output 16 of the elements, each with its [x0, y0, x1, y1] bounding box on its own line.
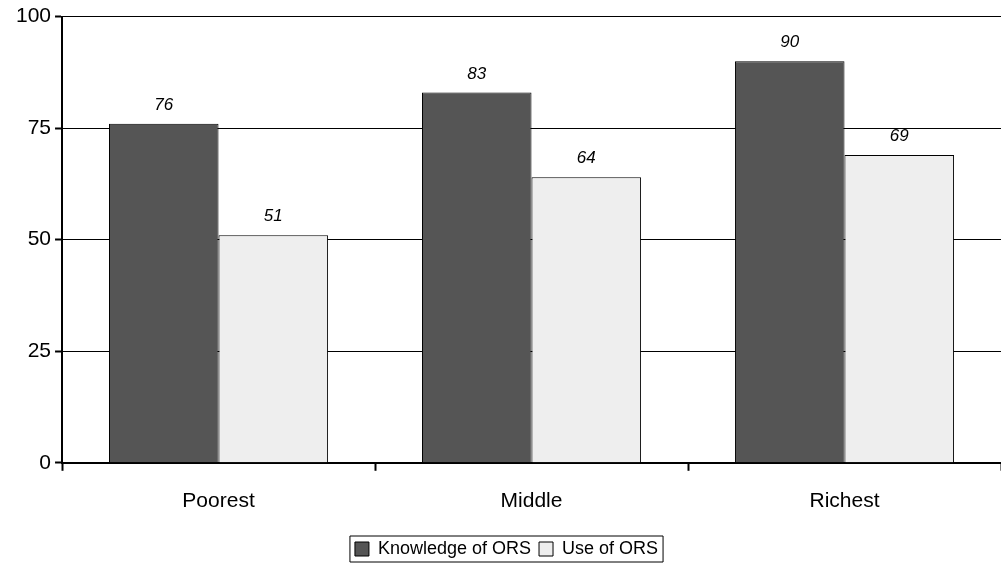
legend-label: Use of ORS [562, 537, 659, 558]
y-tick-label: 50 [27, 226, 52, 250]
y-tick-label: 25 [27, 338, 52, 362]
data-label: 76 [154, 94, 174, 114]
legend-label: Knowledge of ORS [377, 537, 532, 558]
data-label: 51 [263, 206, 283, 226]
y-tick-label: 0 [39, 449, 52, 473]
y-tick-label: 100 [15, 3, 52, 27]
x-tick-label: Richest [809, 488, 880, 512]
data-label: 64 [576, 148, 596, 168]
data-label: 69 [889, 126, 910, 146]
data-label: 90 [780, 32, 800, 52]
x-tick-label: Middle [500, 488, 563, 512]
x-tick-label: Poorest [182, 488, 255, 512]
y-tick-label: 75 [27, 114, 52, 138]
data-label: 83 [467, 63, 487, 83]
